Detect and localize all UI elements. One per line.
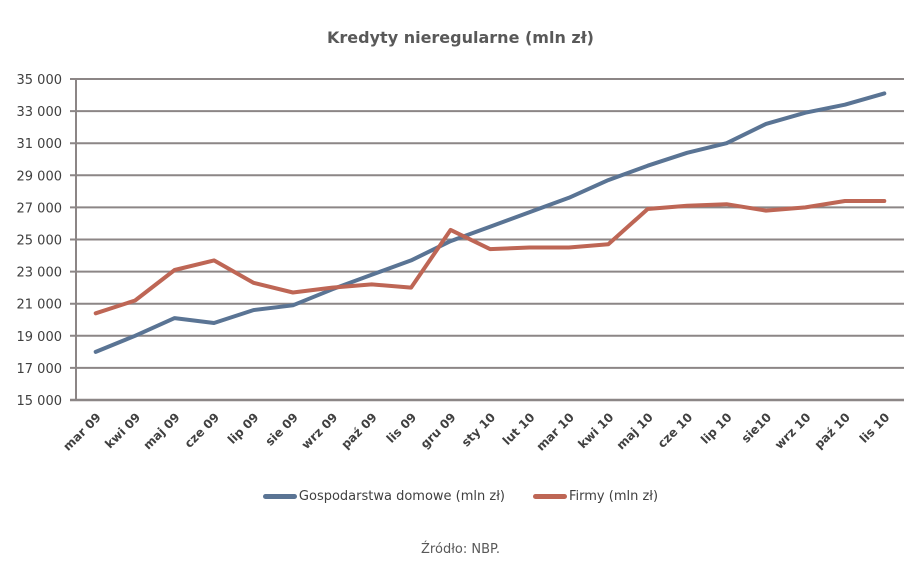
y-tick-label: 15 000 — [17, 394, 63, 409]
data-lines — [93, 91, 887, 354]
x-tick-label: lis 09 — [384, 410, 420, 446]
y-tick-label: 33 000 — [17, 105, 63, 120]
legend-item-households: Gospodarstwa domowe (mln zł) — [262, 489, 505, 504]
x-tick-label: cze 10 — [655, 410, 695, 450]
x-tick-label: lip 10 — [698, 410, 735, 447]
x-tick-label: sty 10 — [459, 410, 498, 449]
legend-label-firms: Firmy (mln zł) — [569, 489, 659, 504]
y-tick-label: 27 000 — [17, 201, 63, 216]
x-tick-label: cze 09 — [182, 410, 222, 450]
x-tick-label: lis 10 — [857, 410, 893, 446]
legend-label-households: Gospodarstwa domowe (mln zł) — [298, 489, 505, 504]
source-note: Źródło: NBP. — [421, 542, 500, 557]
series-line-firms — [93, 199, 887, 316]
gridlines — [70, 78, 904, 402]
y-tick-label: 21 000 — [17, 298, 63, 313]
y-tick-label: 35 000 — [17, 73, 63, 88]
y-tick-label: 25 000 — [17, 234, 63, 249]
x-tick-label: lut 10 — [500, 410, 538, 448]
legend: Gospodarstwa domowe (mln zł) Firmy (mln … — [0, 489, 921, 504]
x-tick-label: gru 09 — [418, 410, 459, 451]
y-tick-label: 29 000 — [17, 169, 63, 184]
y-tick-label: 23 000 — [17, 266, 63, 281]
legend-swatch-firms — [533, 494, 567, 499]
x-tick-label: wrz 09 — [299, 410, 341, 452]
x-tick-label: sie10 — [739, 410, 774, 445]
chart-title: Kredyty nieregularne (mln zł) — [327, 28, 594, 47]
y-tick-label: 17 000 — [17, 362, 63, 377]
legend-swatch-households — [262, 494, 297, 499]
x-tick-label: maj 09 — [141, 410, 183, 452]
x-tick-label: mar 10 — [534, 410, 577, 453]
x-tick-label: maj 10 — [614, 410, 656, 452]
x-tick-label: sie 09 — [263, 410, 301, 448]
x-tick-label: wrz 10 — [772, 410, 814, 452]
legend-item-firms: Firmy (mln zł) — [533, 489, 658, 504]
x-tick-label: mar 09 — [60, 410, 103, 453]
plot-area: 15 000 17 000 19 000 21 000 23 000 25 000 27 0… — [17, 73, 904, 454]
x-tick-label: paź 09 — [338, 410, 379, 451]
x-tick-label: kwi 09 — [102, 410, 143, 451]
x-tick-label: lip 09 — [225, 410, 262, 447]
x-tick-label: kwi 10 — [575, 410, 616, 451]
y-axis-ticks: 15 000 17 000 19 000 21 000 23 000 25 000 27 0… — [17, 73, 63, 409]
y-tick-label: 19 000 — [17, 330, 63, 345]
y-tick-label: 31 000 — [17, 137, 63, 152]
x-tick-label: paź 10 — [812, 410, 853, 451]
series-line-households — [93, 91, 887, 354]
